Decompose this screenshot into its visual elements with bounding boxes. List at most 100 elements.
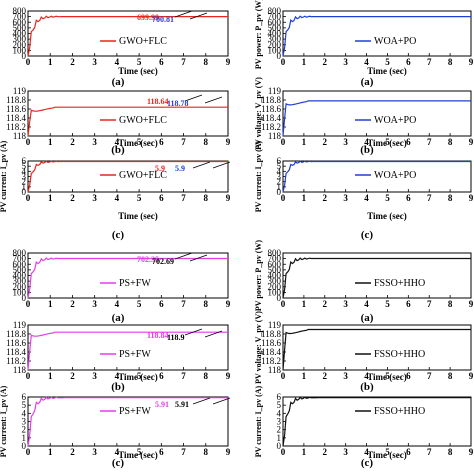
legend-label: FSSO+HHO xyxy=(374,278,425,289)
value-annotation: 118.84 xyxy=(147,331,169,340)
y-tick-label: 0 xyxy=(277,441,282,451)
x-tick-label: 8 xyxy=(448,371,453,381)
series-line xyxy=(27,15,228,57)
panel-sub-label: (a) xyxy=(112,312,125,324)
y-tick-label: 5 xyxy=(277,161,282,171)
y-tick-label: 700 xyxy=(13,12,27,22)
y-tick-label: 5 xyxy=(22,161,27,171)
y-tick-label: 500 xyxy=(13,23,27,33)
y-tick-label: 100 xyxy=(13,287,27,297)
x-tick-label: 1 xyxy=(302,447,307,457)
x-tick-label: 1 xyxy=(302,371,307,381)
x-tick-label: 5 xyxy=(385,137,390,147)
y-tick-label: 5 xyxy=(22,400,27,410)
x-tick-label: 9 xyxy=(226,447,231,457)
x-tick-label: 4 xyxy=(364,57,369,67)
x-tick-label: 8 xyxy=(204,193,209,203)
x-tick-label: 9 xyxy=(469,447,474,457)
y-tick-label: 118.2 xyxy=(261,356,281,366)
x-tick-label: 1 xyxy=(48,371,53,381)
y-tick-label: 4 xyxy=(277,166,282,176)
series-line xyxy=(282,160,471,193)
x-tick-label: 5 xyxy=(385,299,390,309)
y-axis-label: PV voltage: V_pv (V) xyxy=(254,311,263,384)
x-tick-label: 5 xyxy=(385,57,390,67)
x-tick-label: 7 xyxy=(181,137,186,147)
y-tick-label: 2 xyxy=(22,177,27,187)
plot-frame xyxy=(27,90,229,137)
legend-label: WOA+PO xyxy=(374,170,416,181)
y-tick-label: 118.6 xyxy=(261,104,281,114)
x-tick-label: 7 xyxy=(427,57,432,67)
y-tick-label: 119 xyxy=(268,320,282,330)
x-tick-label: 5 xyxy=(137,193,142,203)
x-tick-label: 8 xyxy=(204,137,209,147)
legend-label: GWO+FLC xyxy=(119,36,167,47)
x-tick-label: 3 xyxy=(343,447,348,457)
y-tick-label: 118.4 xyxy=(6,347,26,357)
x-tick-label: 2 xyxy=(70,137,75,147)
plot-frame xyxy=(27,10,229,57)
x-axis-label: Time (sec) xyxy=(367,450,407,460)
legend-label: GWO+FLC xyxy=(119,115,167,126)
y-axis-label: PV power: P_pv (W) xyxy=(254,240,263,312)
y-tick-label: 119 xyxy=(268,86,282,96)
series-line xyxy=(282,328,471,371)
x-axis-label: Time (sec) xyxy=(118,211,158,221)
value-annotation: 118.9 xyxy=(167,333,185,342)
x-axis-label: Time (sec) xyxy=(118,138,158,148)
y-tick-label: 500 xyxy=(268,23,282,33)
annotation-arrow xyxy=(204,330,223,338)
y-tick-label: 300 xyxy=(268,276,282,286)
x-axis-label: Time (sec) xyxy=(118,450,158,460)
legend-label: FSSO+HHO xyxy=(374,406,425,417)
x-tick-label: 4 xyxy=(364,299,369,309)
y-tick-label: 0 xyxy=(22,293,27,303)
panel-sub-label: (b) xyxy=(111,144,125,156)
x-tick-label: 0 xyxy=(26,371,31,381)
panel-sub-label: (a) xyxy=(361,76,374,88)
x-tick-label: 5 xyxy=(137,447,142,457)
series-line xyxy=(282,257,471,299)
x-tick-label: 2 xyxy=(323,371,328,381)
x-tick-label: 0 xyxy=(281,371,286,381)
x-tick-label: 4 xyxy=(364,371,369,381)
x-tick-label: 0 xyxy=(26,137,31,147)
x-tick-label: 3 xyxy=(92,447,97,457)
y-tick-label: 200 xyxy=(13,282,27,292)
panel-sub-label: (a) xyxy=(361,312,374,324)
y-tick-label: 600 xyxy=(13,259,27,269)
x-tick-label: 1 xyxy=(302,193,307,203)
annotation-arrow xyxy=(212,161,231,169)
x-tick-label: 0 xyxy=(281,57,286,67)
x-tick-label: 2 xyxy=(70,299,75,309)
x-tick-label: 7 xyxy=(181,299,186,309)
x-tick-label: 3 xyxy=(92,299,97,309)
x-tick-label: 4 xyxy=(364,447,369,457)
x-tick-label: 8 xyxy=(448,447,453,457)
y-tick-label: 118 xyxy=(13,131,27,141)
x-tick-label: 2 xyxy=(70,193,75,203)
plot-frame xyxy=(27,160,229,193)
y-tick-label: 118.4 xyxy=(6,113,26,123)
x-tick-label: 1 xyxy=(302,299,307,309)
x-tick-label: 5 xyxy=(137,57,142,67)
panel-sub-label: (c) xyxy=(112,457,125,469)
y-tick-label: 300 xyxy=(13,276,27,286)
x-tick-label: 1 xyxy=(48,137,53,147)
x-tick-label: 7 xyxy=(427,193,432,203)
y-axis-label: PV voltage: V_pv (V) xyxy=(254,77,263,150)
x-tick-label: 3 xyxy=(92,193,97,203)
x-tick-label: 6 xyxy=(406,57,411,67)
y-tick-label: 2 xyxy=(277,177,282,187)
y-tick-label: 3 xyxy=(22,417,27,427)
y-tick-label: 300 xyxy=(13,34,27,44)
y-tick-label: 1 xyxy=(277,433,282,443)
y-tick-label: 119 xyxy=(13,320,27,330)
x-tick-label: 7 xyxy=(181,193,186,203)
x-tick-label: 7 xyxy=(427,137,432,147)
y-tick-label: 700 xyxy=(268,254,282,264)
x-tick-label: 6 xyxy=(406,193,411,203)
